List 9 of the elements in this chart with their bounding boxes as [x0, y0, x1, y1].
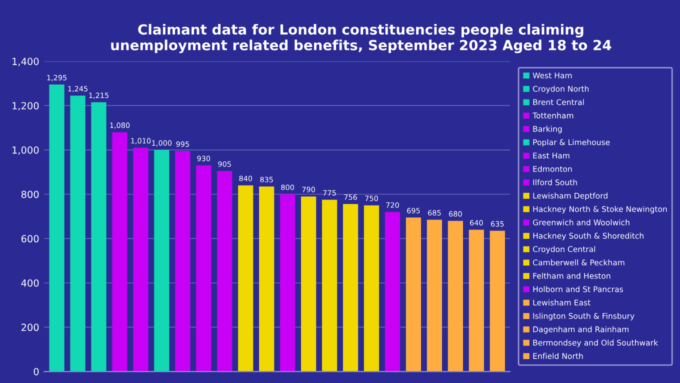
y-tick-label: 600 [21, 235, 39, 242]
chart-title: Claimant data for London constituencies people claiming unemployment related benefits, September 2023 Aged 18 to 24 [111, 24, 612, 54]
y-tick-label: 1,400 [12, 58, 39, 66]
y-tick-label: 1,000 [12, 146, 39, 155]
y-tick-label: 1,200 [12, 102, 39, 110]
y-tick-label: 0 [34, 368, 39, 376]
y-tick-label: 400 [21, 279, 39, 287]
y-tick-label: 800 [21, 190, 39, 198]
y-tick-label: 200 [21, 324, 39, 332]
